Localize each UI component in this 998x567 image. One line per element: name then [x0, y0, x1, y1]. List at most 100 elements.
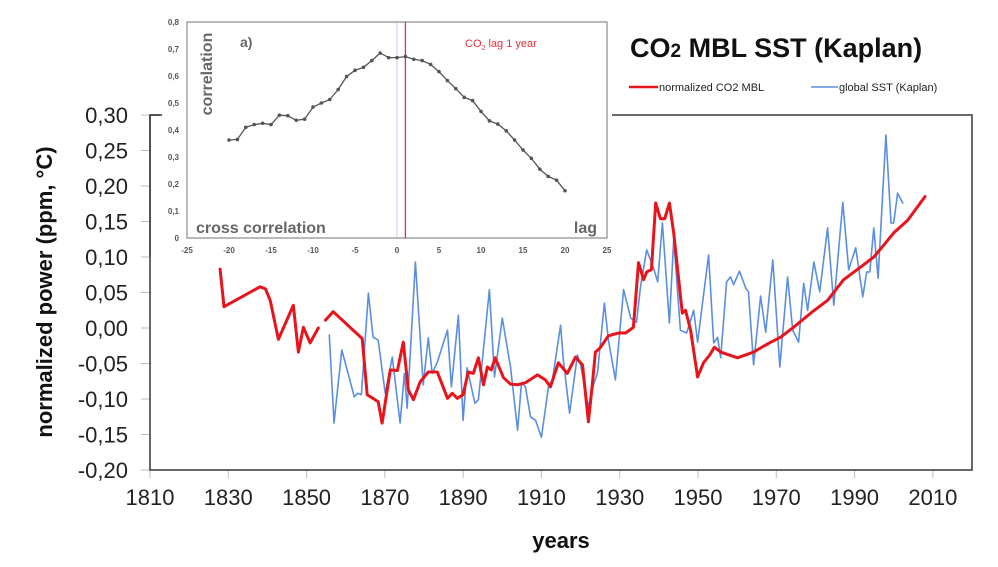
- main-x-tick-label: 1850: [282, 485, 331, 510]
- inset-data-point: [269, 122, 273, 127]
- inset-data-point: [302, 117, 307, 121]
- main-y-tick-label: 0,15: [85, 210, 128, 235]
- inset-data-point: [445, 78, 450, 83]
- inset-x-ticks: -25 -20 -15 -10 -5 0 5 10 15 20 25: [181, 246, 612, 255]
- inset-data-point: [252, 122, 256, 127]
- inset-x-tick-label: 20: [561, 246, 570, 255]
- inset-x-tick-label: -25: [181, 246, 193, 255]
- inset-x-tick-label: 0: [395, 246, 400, 255]
- inset-data-point: [370, 58, 374, 63]
- inset-data-point: [479, 109, 483, 114]
- inset-data-point: [487, 119, 492, 123]
- inset-data-point: [378, 51, 383, 55]
- series-line-co2-mbl: [323, 195, 927, 425]
- inset-lag-annotation: CO2 lag 1 year: [465, 38, 537, 52]
- inset-y-tick-label: 0: [175, 234, 180, 243]
- inset-data-point: [286, 113, 290, 118]
- inset-panel-label: a): [240, 34, 252, 50]
- inset-data-point: [244, 125, 248, 130]
- main-x-axis-title: years: [532, 528, 590, 553]
- annotation-co: CO: [465, 38, 482, 50]
- main-chart-title: CO2 MBL SST (Kaplan): [630, 33, 922, 63]
- inset-data-point: [529, 156, 534, 161]
- main-y-axis-title: normalized power (ppm, °C): [32, 146, 57, 437]
- main-y-tick-label: -0,15: [78, 423, 128, 448]
- main-y-tick-label: 0,05: [85, 281, 128, 306]
- main-y-tick-label: -0,10: [78, 387, 128, 412]
- inset-data-point: [546, 174, 550, 179]
- inset-y-tick-label: 0,3: [168, 153, 180, 162]
- inset-data-point: [554, 178, 559, 183]
- legend-label-sst: global SST (Kaplan): [839, 82, 937, 94]
- inset-data-point: [319, 101, 324, 105]
- inset-x-tick-label: 25: [603, 246, 612, 255]
- inset-data-point: [336, 87, 341, 92]
- inset-x-tick-label: -15: [265, 246, 277, 255]
- inset-data-point: [412, 57, 416, 62]
- inset-title: cross correlation: [196, 220, 326, 237]
- inset-x-axis-title: lag: [574, 220, 597, 237]
- inset-chart: 0 0,1 0,2 0,3 0,4 0,5 0,6 0,7 0,8 -25 -20 -15 -10 -5…: [149, 0, 612, 256]
- inset-data-point: [353, 68, 357, 73]
- inset-data-point: [311, 105, 315, 109]
- inset-data-point: [538, 167, 542, 171]
- main-y-tick-label: 0,10: [85, 245, 128, 270]
- inset-y-tick-label: 0,2: [168, 180, 180, 189]
- inset-data-point: [361, 65, 366, 70]
- inset-x-tick-label: -5: [351, 246, 359, 255]
- inset-data-point: [277, 113, 282, 117]
- main-x-ticks: 1810 1830 1850 1870 1890 1910 1930 1950 1970 1990…: [126, 470, 957, 510]
- main-x-tick-label: 1950: [674, 485, 723, 510]
- legend: normalized CO2 MBL global SST (Kaplan): [629, 82, 937, 94]
- inset-data-point: [437, 69, 441, 74]
- inset-data-point: [328, 97, 332, 102]
- inset-x-tick-label: -10: [307, 246, 319, 255]
- inset-y-tick-label: 0,7: [168, 45, 180, 54]
- main-y-tick-label: -0,05: [78, 352, 128, 377]
- main-y-tick-label: 0,25: [85, 139, 128, 164]
- main-x-tick-label: 1810: [126, 485, 175, 510]
- main-y-ticks: 0,30 0,25 0,20 0,15 0,10 0,05 0,00 -0,05 -0,10 -0…: [78, 103, 150, 483]
- main-x-tick-label: 1890: [439, 485, 488, 510]
- main-y-tick-label: -0,20: [78, 458, 128, 483]
- main-series: [218, 134, 927, 439]
- inset-data-point: [294, 118, 299, 123]
- inset-data-point: [235, 137, 240, 142]
- legend-item-co2: normalized CO2 MBL: [629, 82, 764, 94]
- inset-data-point: [403, 54, 408, 59]
- inset-x-tick-label: 10: [477, 246, 486, 255]
- inset-x-tick-label: 15: [519, 246, 528, 255]
- inset-y-axis-title: correlation: [199, 33, 216, 116]
- main-y-tick-label: 0,20: [85, 174, 128, 199]
- title-co: CO: [630, 33, 671, 63]
- inset-data-point: [344, 74, 349, 79]
- annotation-rest: lag 1 year: [485, 38, 537, 50]
- inset-data-point: [470, 98, 475, 103]
- main-x-tick-label: 1870: [360, 485, 409, 510]
- inset-data-point: [496, 122, 500, 126]
- legend-item-sst: global SST (Kaplan): [811, 82, 937, 94]
- main-y-tick-label: 0,00: [85, 316, 128, 341]
- main-x-tick-label: 1990: [830, 485, 879, 510]
- title-rest: MBL SST (Kaplan): [681, 33, 922, 63]
- main-x-tick-label: 1970: [752, 485, 801, 510]
- inset-y-tick-label: 0,4: [168, 126, 180, 135]
- inset-series: [227, 51, 567, 193]
- main-x-tick-label: 2010: [908, 485, 957, 510]
- series-line-sst-kaplan: [328, 134, 904, 439]
- annotation-subscript: 2: [482, 45, 486, 52]
- inset-x-tick-label: 5: [437, 246, 442, 255]
- title-subscript: 2: [671, 41, 682, 62]
- inset-data-point: [260, 121, 265, 126]
- inset-data-point: [386, 55, 391, 60]
- inset-data-point: [563, 188, 567, 193]
- inset-y-tick-label: 0,8: [168, 18, 180, 27]
- inset-data-point: [462, 95, 467, 100]
- inset-data-point: [504, 129, 509, 133]
- inset-data-point: [454, 86, 458, 91]
- main-y-tick-label: 0,30: [85, 103, 128, 128]
- inset-x-tick-label: -20: [223, 246, 235, 255]
- main-x-tick-label: 1910: [517, 485, 566, 510]
- legend-label-co2: normalized CO2 MBL: [659, 82, 764, 94]
